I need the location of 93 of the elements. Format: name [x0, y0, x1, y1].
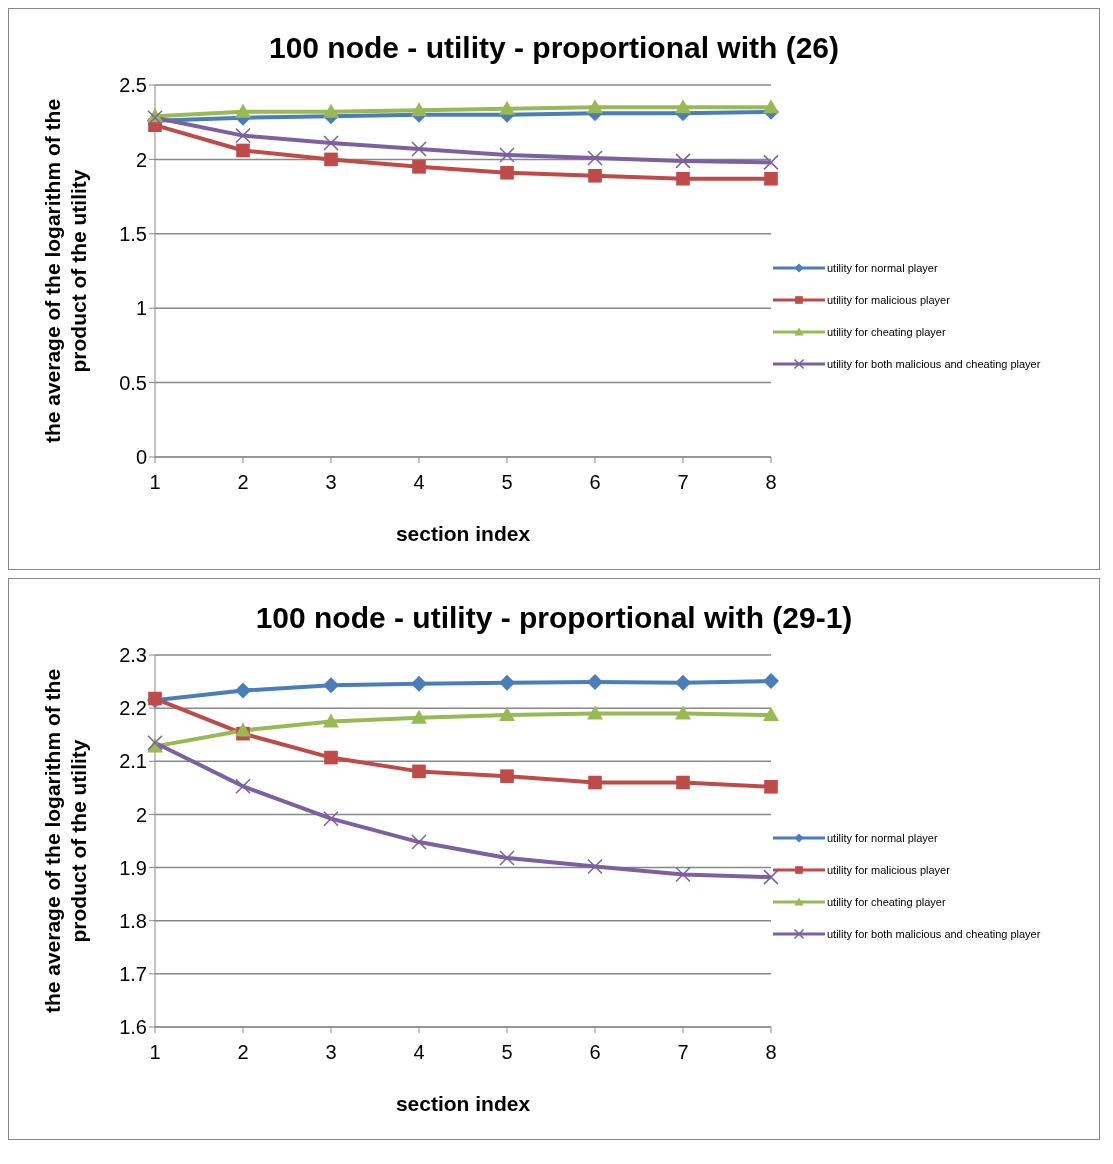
point [675, 99, 691, 114]
x-tick-label: 5 [501, 1041, 513, 1064]
point [588, 168, 602, 183]
point [499, 100, 515, 115]
x-tick-label: 8 [765, 1041, 777, 1064]
y-tick-label: 2 [135, 803, 147, 826]
point [500, 769, 514, 783]
legend-label: utility for cheating player [827, 326, 946, 338]
point [323, 810, 339, 827]
point [323, 677, 339, 694]
x-tick-label: 5 [501, 471, 513, 494]
chart-title: 100 node - utility - proportional with (26) [268, 31, 840, 66]
point [323, 713, 339, 728]
x-tick-label: 7 [677, 1041, 689, 1064]
point [763, 869, 779, 885]
point [676, 775, 690, 790]
x-axis-title: section index [395, 1092, 531, 1115]
x-tick-label: 7 [677, 471, 689, 494]
point [587, 674, 603, 691]
y-axis-title: the average of the logarithm of the product of the utility [41, 98, 90, 444]
x-tick-label: 1 [149, 1041, 161, 1064]
point [235, 778, 251, 795]
point [675, 674, 691, 691]
point [587, 99, 603, 114]
legend-label: utility for normal player [827, 262, 938, 274]
point [235, 722, 251, 737]
y-tick-label: 2.3 [119, 644, 147, 667]
x-tick-label: 3 [325, 471, 337, 494]
legend-label: utility for cheating player [827, 896, 946, 908]
legend-label: utility for malicious player [827, 864, 950, 876]
point [323, 135, 339, 151]
y-tick-label: 1.9 [119, 856, 147, 879]
legend-label: utility for both malicious and cheating player [827, 928, 1041, 940]
point [763, 99, 779, 114]
point [323, 103, 339, 118]
point [324, 152, 338, 167]
point [411, 834, 427, 850]
point [411, 709, 427, 724]
point [412, 160, 426, 174]
point [499, 147, 515, 163]
legend-label: utility for both malicious and cheating player [827, 358, 1041, 370]
x-axis-title: section index [395, 522, 531, 545]
point [499, 707, 515, 722]
y-tick-label: 1 [135, 297, 147, 320]
chart-title: 100 node - utility - proportional with (29-1) [254, 601, 854, 636]
point [675, 866, 691, 883]
x-tick-label: 8 [765, 471, 777, 494]
x-tick-label: 2 [237, 1041, 249, 1064]
legend-label: utility for normal player [827, 832, 938, 844]
point [411, 102, 427, 117]
y-tick-label: 2.1 [119, 750, 147, 773]
point [412, 764, 426, 779]
x-tick-label: 4 [413, 471, 425, 494]
point [764, 171, 778, 186]
point [587, 150, 603, 166]
point [676, 171, 690, 186]
y-tick-label: 2 [135, 148, 147, 171]
x-tick-label: 1 [149, 471, 161, 494]
y-axis-title: the average of the logarithm of the product of the utility [41, 668, 90, 1014]
point [324, 750, 338, 765]
point [235, 682, 251, 699]
point [235, 103, 251, 118]
point [500, 165, 514, 180]
y-tick-label: 0 [135, 446, 147, 469]
x-tick-label: 2 [237, 471, 249, 494]
legend-label: utility for malicious player [827, 294, 950, 306]
y-tick-label: 1.6 [119, 1016, 147, 1039]
y-tick-label: 1.5 [119, 222, 147, 245]
point [235, 127, 251, 144]
x-tick-label: 4 [413, 1041, 425, 1064]
point [763, 673, 779, 690]
point [499, 674, 515, 691]
point [764, 779, 778, 794]
x-tick-label: 6 [589, 471, 601, 494]
y-tick-label: 2.5 [119, 74, 147, 97]
y-tick-label: 0.5 [119, 371, 147, 394]
point [587, 705, 603, 720]
point [763, 707, 779, 722]
point [675, 705, 691, 720]
point [147, 734, 163, 751]
point [236, 143, 250, 158]
point [411, 141, 427, 157]
x-tick-label: 6 [589, 1041, 601, 1064]
point [588, 775, 602, 790]
point [587, 858, 603, 875]
x-tick-label: 3 [325, 1041, 337, 1064]
y-tick-label: 1.8 [119, 909, 147, 932]
point [675, 153, 691, 169]
y-tick-label: 1.7 [119, 962, 147, 985]
point [763, 154, 779, 171]
y-tick-label: 2.2 [119, 697, 147, 720]
point [499, 850, 515, 866]
point [411, 675, 427, 692]
